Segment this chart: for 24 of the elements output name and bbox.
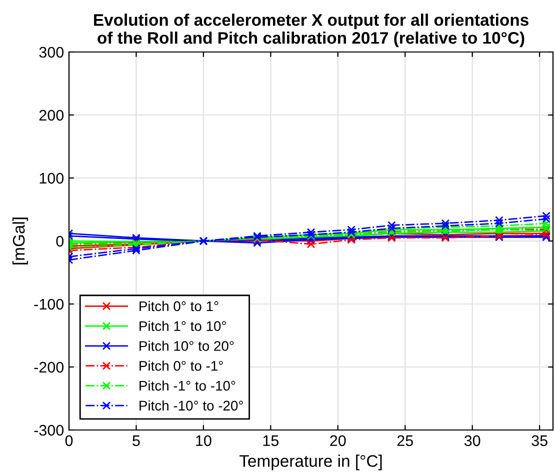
y-tick-label: 100: [40, 172, 64, 184]
y-tick-label: 300: [39, 46, 64, 58]
x-tick-label: 20: [330, 435, 346, 446]
legend-label: Pitch 1° to 10°: [140, 320, 226, 332]
legend-label: Pitch 10° to 20°: [140, 340, 234, 351]
legend-label: Pitch -1° to -10°: [140, 380, 236, 391]
y-tick-label: -100: [34, 298, 64, 310]
x-tick-label: 5: [132, 435, 140, 446]
x-tick-label: 10: [196, 435, 212, 446]
y-tick-label: 200: [39, 110, 64, 121]
y-tick-label: -300: [34, 424, 64, 436]
y-tick-label: 0: [56, 236, 64, 247]
chart-title: Evolution of accelerometer X output for all orientations of the Roll and Pitch calibration 2017 (relative to 10°C): [94, 14, 528, 48]
x-tick-label: 35: [532, 435, 548, 446]
x-tick-label: 25: [397, 435, 413, 446]
y-axis-title: [mGal]: [12, 218, 28, 264]
y-tick-label: -200: [34, 362, 64, 373]
legend-label: Pitch 0° to 1°: [140, 300, 218, 312]
x-tick-label: 15: [263, 435, 279, 446]
legend-label: Pitch 0° to -1°: [140, 360, 223, 371]
x-axis-title: Temperature in [°C]: [240, 454, 382, 470]
legend-label: Pitch -10° to -20°: [140, 400, 243, 411]
x-tick-label: 30: [464, 435, 480, 446]
x-tick-label: 0: [65, 435, 73, 446]
